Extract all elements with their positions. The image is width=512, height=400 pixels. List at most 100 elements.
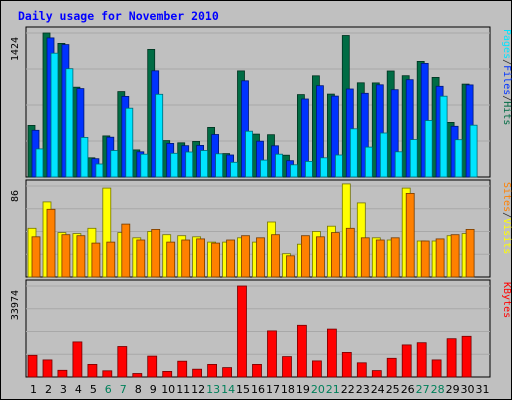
hits-bar-files-day-19 xyxy=(300,98,309,178)
hits-bar-pages-day-30 xyxy=(469,124,478,178)
visits-bar-sites-day-10 xyxy=(166,241,176,278)
visits-legend-item-2: Visits xyxy=(501,218,512,254)
visits-bar-sites-day-30 xyxy=(465,228,475,278)
kbytes-bar-kbytes-day-23 xyxy=(356,362,367,378)
hits-bar-pages-day-22 xyxy=(349,128,358,178)
kbytes-bar-kbytes-day-18 xyxy=(282,356,292,378)
kbytes-bar-kbytes-day-19 xyxy=(296,324,307,378)
visits-bar-sites-day-24 xyxy=(375,239,385,278)
hits-bar-pages-day-8 xyxy=(140,153,149,178)
hits-bar-pages-day-19 xyxy=(304,160,313,178)
visits-bar-sites-day-21 xyxy=(330,232,340,278)
x-tick-label-17: 17 xyxy=(266,383,280,396)
kbytes-bar-kbytes-day-28 xyxy=(431,359,442,378)
kbytes-bar-kbytes-day-1 xyxy=(27,354,38,378)
x-tick-label-13: 13 xyxy=(206,383,220,396)
kbytes-bar-kbytes-day-6 xyxy=(102,370,113,378)
kbytes-bar-kbytes-day-17 xyxy=(267,330,277,378)
hits-ymax-label: 1424 xyxy=(10,37,21,61)
visits-bar-sites-day-12 xyxy=(196,238,206,278)
x-tick-label-2: 2 xyxy=(45,383,52,396)
visits-bar-sites-day-2 xyxy=(46,208,56,278)
x-tick-label-29: 29 xyxy=(446,383,460,396)
x-tick-label-6: 6 xyxy=(105,383,112,396)
kbytes-bar-kbytes-day-21 xyxy=(326,328,337,378)
x-tick-label-23: 23 xyxy=(356,383,370,396)
kbytes-bar-kbytes-day-10 xyxy=(162,370,173,378)
kbytes-bar-kbytes-day-9 xyxy=(147,355,158,378)
hits-bar-pages-day-26 xyxy=(409,139,418,178)
visits-legend: Sites/Visits xyxy=(501,182,512,254)
visits-bar-sites-day-17 xyxy=(271,234,280,278)
kbytes-bar-kbytes-day-8 xyxy=(132,373,143,378)
kbytes-bar-kbytes-day-4 xyxy=(72,341,83,378)
hits-bar-pages-day-7 xyxy=(125,107,134,178)
visits-bar-sites-day-15 xyxy=(241,235,250,278)
x-tick-label-8: 8 xyxy=(135,383,142,396)
kbytes-bar-kbytes-day-11 xyxy=(177,360,188,378)
x-tick-label-18: 18 xyxy=(281,383,295,396)
hits-bar-pages-day-4 xyxy=(80,136,89,178)
visits-bar-sites-day-11 xyxy=(181,239,191,278)
x-tick-label-24: 24 xyxy=(371,383,385,396)
x-tick-label-1: 1 xyxy=(30,383,37,396)
x-tick-label-7: 7 xyxy=(120,383,127,396)
x-tick-label-22: 22 xyxy=(341,383,355,396)
chart-title: Daily usage for November 2010 xyxy=(18,9,219,23)
visits-bar-sites-day-4 xyxy=(76,235,86,278)
kbytes-legend: KBytes xyxy=(501,282,512,318)
kbytes-bar-kbytes-day-2 xyxy=(42,359,53,378)
x-tick-label-19: 19 xyxy=(296,383,310,396)
hits-bar-pages-day-12 xyxy=(200,150,209,178)
kbytes-bar-kbytes-day-7 xyxy=(117,346,128,378)
kbytes-panel xyxy=(25,279,491,378)
x-tick-label-15: 15 xyxy=(236,383,250,396)
x-tick-label-26: 26 xyxy=(401,383,415,396)
kbytes-bar-kbytes-day-5 xyxy=(87,363,98,378)
x-tick-label-3: 3 xyxy=(60,383,67,396)
kbytes-bar-kbytes-day-13 xyxy=(207,363,218,378)
visits-bar-sites-day-9 xyxy=(151,228,161,278)
visits-ymax-label: 86 xyxy=(10,190,21,202)
visits-bar-sites-day-25 xyxy=(390,237,400,278)
visits-bar-sites-day-23 xyxy=(360,237,370,278)
hits-bar-pages-day-10 xyxy=(170,152,179,178)
x-tick-label-30: 30 xyxy=(461,383,475,396)
visits-bar-sites-day-6 xyxy=(106,241,116,278)
x-tick-label-25: 25 xyxy=(386,383,400,396)
visits-bar-sites-day-13 xyxy=(211,242,221,278)
kbytes-bar-kbytes-day-27 xyxy=(416,342,427,378)
hits-bar-pages-day-25 xyxy=(394,151,403,178)
hits-bar-pages-day-28 xyxy=(439,95,448,178)
kbytes-bar-kbytes-day-24 xyxy=(371,370,382,378)
visits-bar-sites-day-26 xyxy=(405,192,415,278)
x-tick-label-21: 21 xyxy=(326,383,340,396)
kbytes-bar-kbytes-day-25 xyxy=(386,357,397,378)
hits-bar-pages-day-14 xyxy=(230,161,239,178)
visits-bar-sites-day-19 xyxy=(300,235,310,278)
hits-legend-item-4: Hits xyxy=(501,101,512,125)
x-tick-label-14: 14 xyxy=(221,383,235,396)
hits-bar-pages-day-23 xyxy=(364,146,373,178)
kbytes-bar-kbytes-day-14 xyxy=(222,367,233,378)
hits-bar-pages-day-18 xyxy=(290,164,298,178)
kbytes-bar-kbytes-day-3 xyxy=(57,369,68,378)
visits-legend-item-0: Sites xyxy=(501,182,512,212)
hits-bar-files-day-24 xyxy=(375,84,384,178)
hits-legend: Pages/Files/Hits xyxy=(501,29,512,125)
x-tick-label-16: 16 xyxy=(251,383,265,396)
visits-bar-sites-day-18 xyxy=(286,255,295,278)
hits-bar-pages-day-16 xyxy=(260,159,268,178)
hits-bar-pages-day-11 xyxy=(185,151,194,178)
visits-bar-sites-day-1 xyxy=(31,236,41,278)
hits-legend-item-2: Files xyxy=(501,65,512,95)
x-tick-label-5: 5 xyxy=(90,383,97,396)
kbytes-bar-kbytes-day-20 xyxy=(311,360,322,378)
hits-bar-pages-day-6 xyxy=(110,150,119,178)
hits-bar-pages-day-1 xyxy=(35,148,44,178)
hits-bar-pages-day-24 xyxy=(379,132,388,178)
visits-bar-sites-day-29 xyxy=(450,234,460,278)
visits-bar-sites-day-27 xyxy=(420,240,430,278)
visits-legend-item-1: / xyxy=(501,212,512,218)
hits-bar-files-day-16 xyxy=(256,140,264,178)
